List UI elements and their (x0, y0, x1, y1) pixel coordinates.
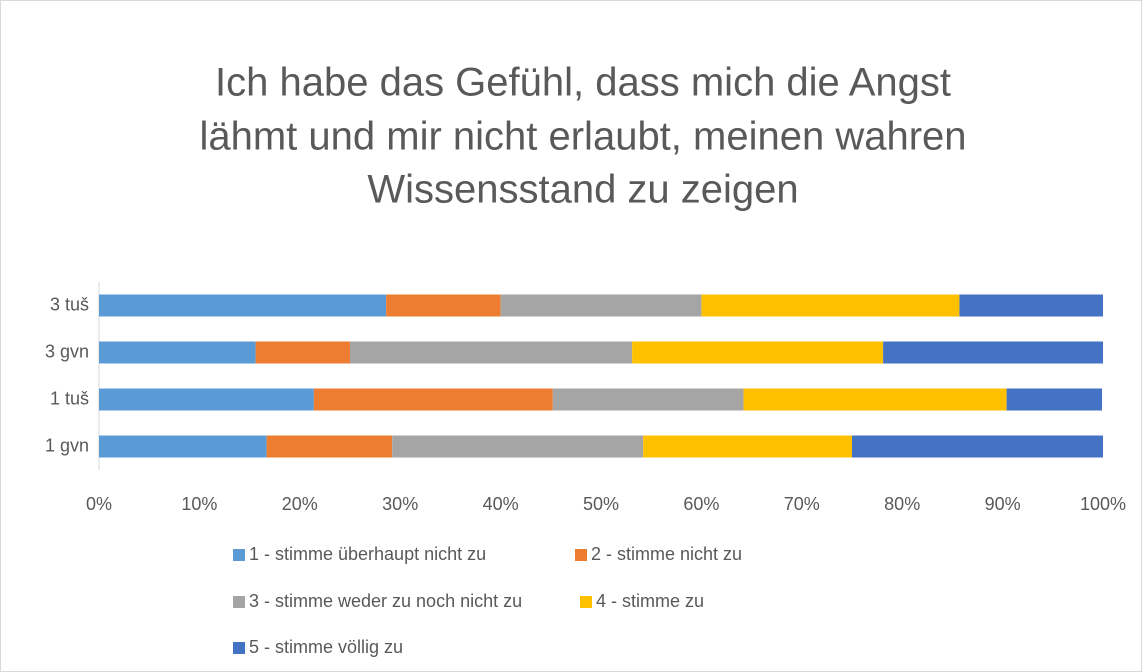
bar-segment (99, 341, 256, 364)
legend-label: 1 - stimme überhaupt nicht zu (249, 544, 486, 564)
x-tick-label: 60% (683, 494, 719, 514)
bar-segment (313, 388, 553, 411)
bar-segment (552, 388, 744, 411)
chart-title: Wissensstand zu zeigen (367, 168, 798, 212)
legend-label: 2 - stimme nicht zu (591, 544, 742, 564)
bar-segment (959, 294, 1103, 317)
bar-segment (386, 294, 501, 317)
bar-segment (500, 294, 702, 317)
legend-swatch (233, 549, 245, 561)
y-tick-label: 1 gvn (45, 435, 89, 455)
legend-swatch (233, 642, 245, 654)
y-tick-label: 3 gvn (45, 341, 89, 361)
bar-segment (632, 341, 884, 364)
x-tick-label: 90% (985, 494, 1021, 514)
bar-segment (99, 294, 387, 317)
y-tick-label: 3 tuš (50, 294, 89, 314)
chart-title: lähmt und mir nicht erlaubt, meinen wahr… (199, 115, 966, 159)
bar-segment (392, 435, 644, 458)
bar-segment (701, 294, 960, 317)
bar-segment (266, 435, 393, 458)
bar-segment (99, 388, 314, 411)
x-tick-label: 50% (583, 494, 619, 514)
bar-segment (643, 435, 852, 458)
bar-segment (350, 341, 633, 364)
chart-title: Ich habe das Gefühl, dass mich die Angst (215, 61, 951, 105)
bar-segment (852, 435, 1103, 458)
legend-swatch (580, 596, 592, 608)
legend-label: 5 - stimme völlig zu (249, 637, 403, 657)
x-tick-label: 20% (282, 494, 318, 514)
bar-segment (883, 341, 1103, 364)
legend-label: 3 - stimme weder zu noch nicht zu (249, 591, 522, 611)
x-tick-label: 70% (784, 494, 820, 514)
legend-swatch (575, 549, 587, 561)
x-tick-label: 80% (884, 494, 920, 514)
x-tick-label: 40% (483, 494, 519, 514)
x-tick-label: 30% (382, 494, 418, 514)
legend-label: 4 - stimme zu (596, 591, 704, 611)
bar-segment (1006, 388, 1102, 411)
x-tick-label: 0% (86, 494, 112, 514)
x-tick-label: 100% (1080, 494, 1126, 514)
bar-segment (743, 388, 1007, 411)
bar-segment (255, 341, 350, 364)
legend-swatch (233, 596, 245, 608)
bar-segment (99, 435, 267, 458)
y-tick-label: 1 tuš (50, 388, 89, 408)
x-tick-label: 10% (181, 494, 217, 514)
